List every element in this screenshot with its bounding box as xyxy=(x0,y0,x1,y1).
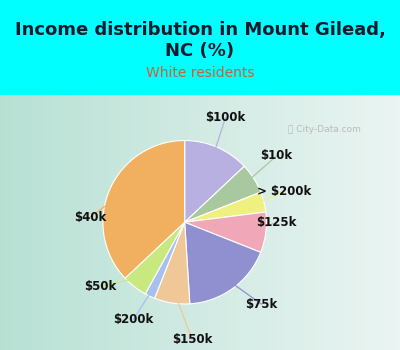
Text: $125k: $125k xyxy=(256,216,297,229)
Wedge shape xyxy=(125,222,185,294)
Text: $50k: $50k xyxy=(84,280,116,293)
Wedge shape xyxy=(185,140,244,222)
Wedge shape xyxy=(185,192,266,222)
Text: White residents: White residents xyxy=(146,66,254,80)
Text: $40k: $40k xyxy=(74,211,106,224)
Text: > $200k: > $200k xyxy=(257,185,312,198)
Text: $75k: $75k xyxy=(245,298,278,310)
Wedge shape xyxy=(145,222,185,298)
Wedge shape xyxy=(185,222,261,304)
Text: $100k: $100k xyxy=(206,111,246,124)
Text: $200k: $200k xyxy=(114,313,154,326)
Text: $10k: $10k xyxy=(260,149,293,162)
Wedge shape xyxy=(185,212,266,252)
Text: Income distribution in Mount Gilead,
NC (%): Income distribution in Mount Gilead, NC … xyxy=(14,21,386,60)
Text: $150k: $150k xyxy=(172,333,212,346)
Wedge shape xyxy=(154,222,190,304)
Wedge shape xyxy=(185,166,261,222)
Wedge shape xyxy=(103,140,185,278)
Text: ⓘ City-Data.com: ⓘ City-Data.com xyxy=(288,125,361,134)
